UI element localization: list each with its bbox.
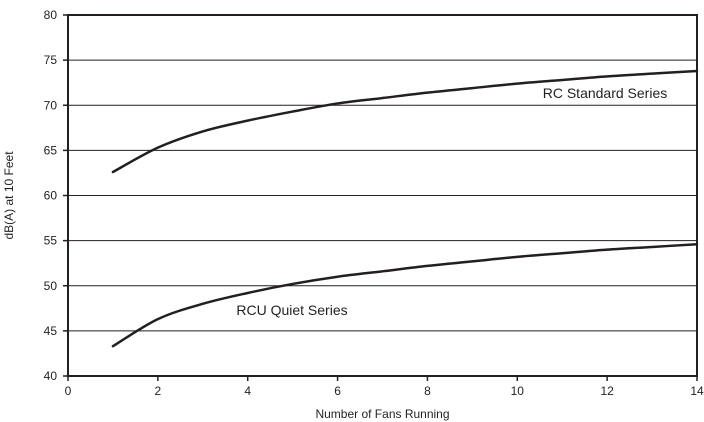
- y-tick-label: 55: [44, 234, 58, 248]
- x-axis-title: Number of Fans Running: [315, 407, 449, 421]
- y-tick-label: 50: [44, 279, 58, 293]
- y-axis-title: dB(A) at 10 Feet: [2, 151, 16, 240]
- x-axis-ticks: 0 2 4 6 8 10 12 14: [65, 376, 704, 398]
- y-tick-label: 60: [44, 189, 58, 203]
- x-tick-label: 12: [600, 384, 614, 398]
- x-tick-label: 2: [155, 384, 162, 398]
- series-lines: [111, 69, 699, 348]
- x-tick-label: 10: [511, 384, 525, 398]
- series-line: [111, 242, 699, 348]
- x-tick-label: 8: [424, 384, 431, 398]
- grid-lines: [68, 59, 697, 332]
- x-tick-label: 6: [334, 384, 341, 398]
- y-tick-label: 80: [44, 8, 58, 22]
- x-tick-label: 14: [690, 384, 704, 398]
- y-tick-label: 70: [44, 98, 58, 112]
- series-labels: RC Standard Series RCU Quiet Series: [236, 85, 667, 318]
- series-label: RCU Quiet Series: [236, 302, 347, 318]
- y-axis-ticks: 40 45 50 55 60 65 70 75 80: [44, 8, 68, 383]
- y-tick-label: 40: [44, 369, 58, 383]
- y-tick-label: 45: [44, 324, 58, 338]
- series-line: [111, 69, 699, 174]
- series-label: RC Standard Series: [543, 85, 668, 101]
- y-tick-label: 75: [44, 53, 58, 67]
- x-tick-label: 0: [65, 384, 72, 398]
- x-tick-label: 4: [244, 384, 251, 398]
- y-tick-label: 65: [44, 143, 58, 157]
